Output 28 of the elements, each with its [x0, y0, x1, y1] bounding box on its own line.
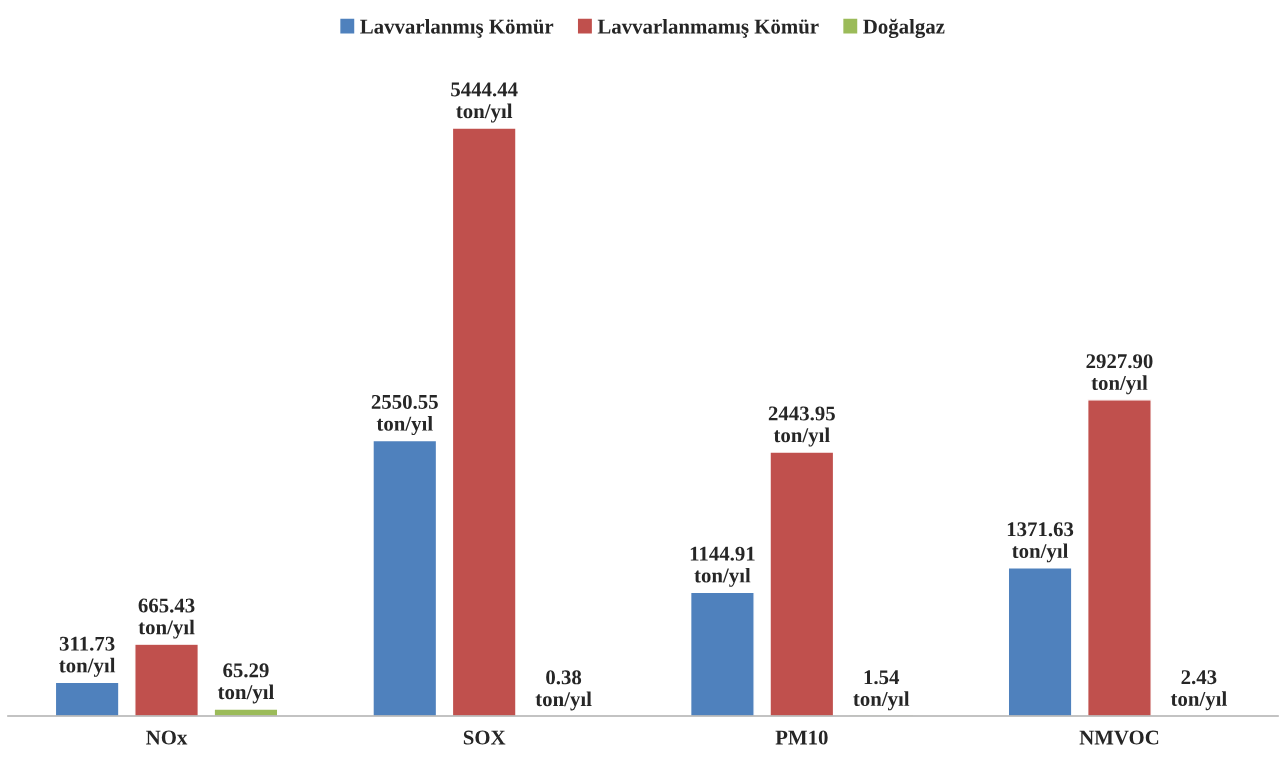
- data-label: 2550.55 ton/yıl: [371, 394, 438, 436]
- bar: [1087, 399, 1152, 717]
- bar: [134, 643, 199, 717]
- data-label: 1144.91 ton/yıl: [690, 546, 755, 587]
- legend-label: Lavvarlanmamış Kömür: [597, 18, 819, 38]
- legend-label: Doğalgaz: [863, 18, 945, 39]
- data-label: 2927.90 ton/yıl: [1086, 354, 1153, 395]
- data-label: 665.43 ton/yıl: [138, 598, 195, 639]
- bar: [769, 451, 835, 717]
- bar: [213, 708, 279, 717]
- data-label: 5444.44 ton/yıl: [451, 82, 518, 123]
- data-label: 2.43 ton/yıl: [1170, 670, 1227, 711]
- data-label: 2443.95 ton/yıl: [768, 406, 835, 447]
- data-label: 1371.63 ton/yıl: [1007, 522, 1074, 563]
- bar: [54, 681, 120, 717]
- x-tick-label: NOx: [146, 730, 188, 745]
- data-label: 0.38 ton/yıl: [535, 670, 592, 711]
- bar: [689, 591, 755, 717]
- data-label: 311.73 ton/yıl: [59, 636, 116, 677]
- data-label: 1.54 ton/yıl: [853, 670, 910, 711]
- bar: [1007, 567, 1073, 717]
- x-tick-label: NMVOC: [1079, 730, 1159, 745]
- data-label: 65.29 ton/yıl: [217, 663, 274, 704]
- x-tick-label: SOX: [463, 730, 506, 745]
- bar: [451, 127, 517, 717]
- bar: [372, 439, 438, 717]
- legend-label: Lavvarlanmış Kömür: [360, 18, 554, 38]
- x-tick-label: PM10: [775, 730, 828, 745]
